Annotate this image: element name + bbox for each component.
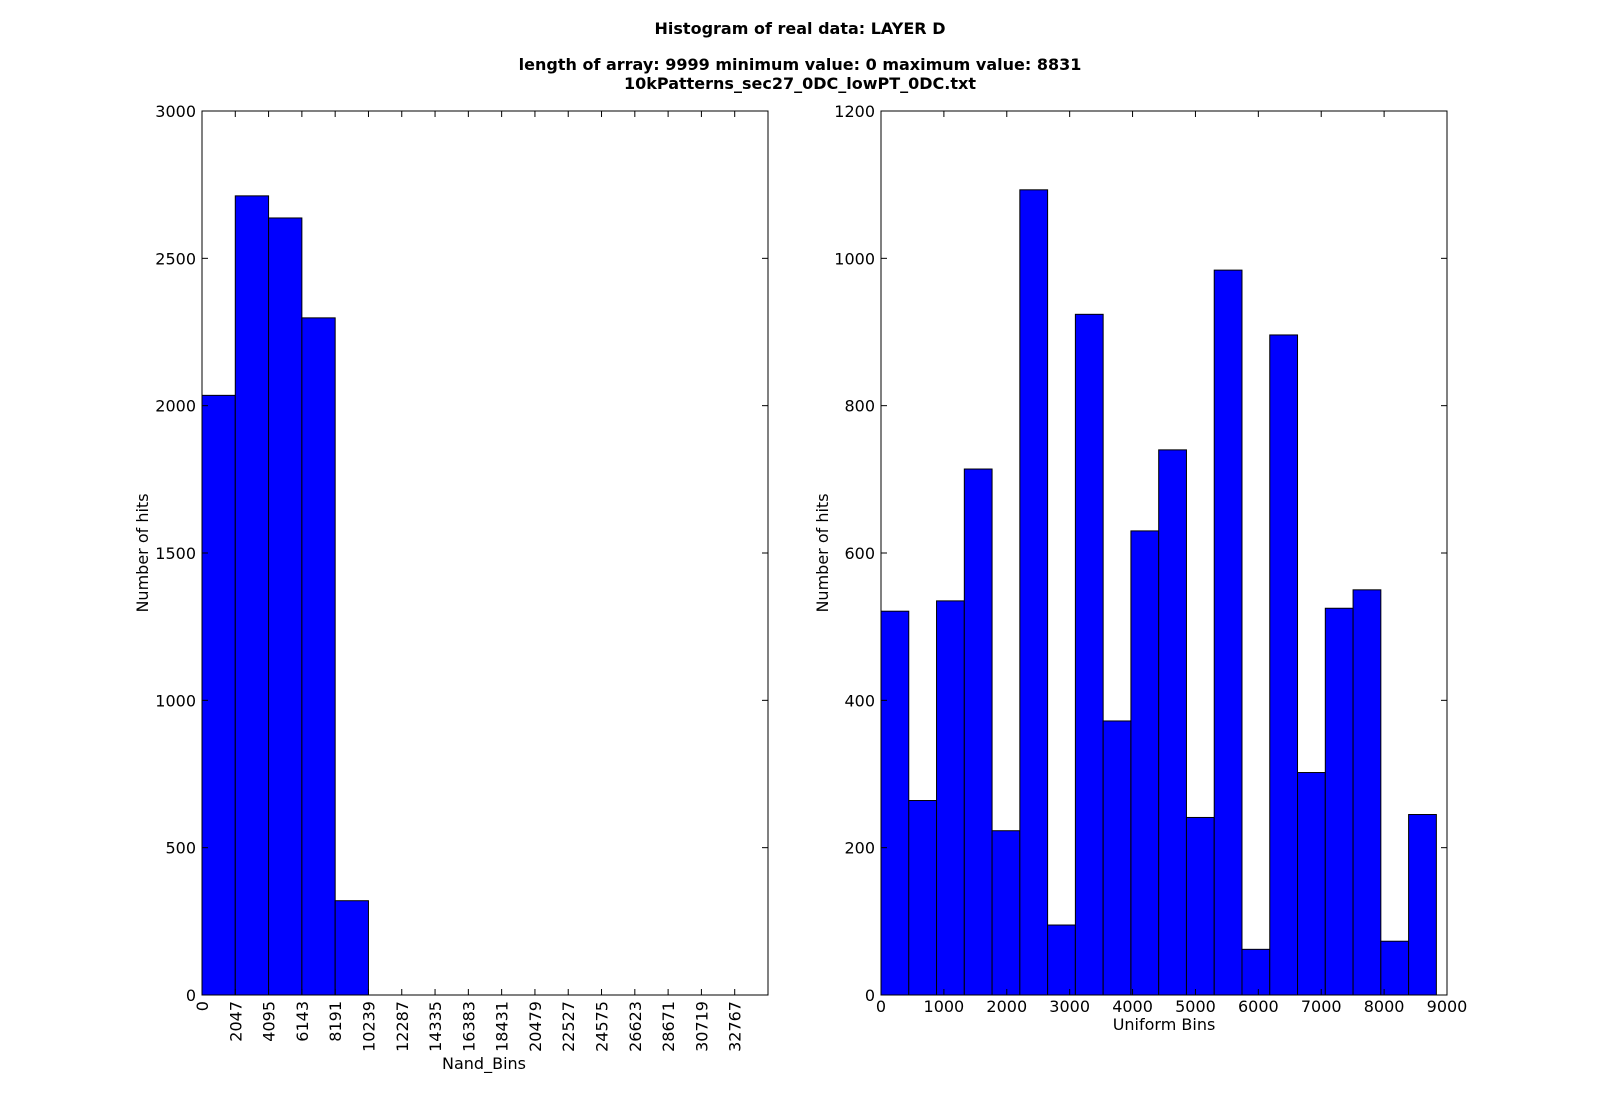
right-bar-19 bbox=[1408, 814, 1437, 996]
left-ticks: 0 500 1000 1500 2000 2500 3000 0 2047 4095 6143 819… bbox=[155, 102, 768, 1052]
right-y-axis-label: Number of hits bbox=[813, 493, 832, 612]
left-xtick-label: 4095 bbox=[260, 1001, 279, 1042]
left-xtick-label: 0 bbox=[193, 1001, 212, 1011]
right-xtick-label: 3000 bbox=[1049, 997, 1090, 1016]
right-xtick-label: 1000 bbox=[924, 997, 965, 1016]
right-bar-17 bbox=[1352, 589, 1382, 996]
right-bar-2 bbox=[936, 600, 965, 996]
right-xtick-label: 0 bbox=[876, 997, 886, 1016]
left-x-axis-label: Nand_Bins bbox=[442, 1054, 526, 1074]
figure-subtitle: length of array: 9999 minimum value: 0 m… bbox=[519, 55, 1082, 74]
left-xtick-label: 20479 bbox=[526, 1001, 545, 1052]
right-ticks: 0 200 400 600 800 1000 1200 0 1000 2000 3000 4000 50… bbox=[834, 102, 1467, 1016]
right-bars bbox=[880, 189, 1437, 996]
right-bar-11 bbox=[1185, 816, 1215, 996]
left-xtick-label: 2047 bbox=[226, 1001, 245, 1042]
right-xtick-label: 6000 bbox=[1238, 997, 1279, 1016]
right-ytick-label: 200 bbox=[844, 839, 875, 858]
left-xtick-label: 32767 bbox=[726, 1001, 745, 1052]
left-bar-2 bbox=[268, 217, 303, 996]
figure-filename: 10kPatterns_sec27_0DC_lowPT_0DC.txt bbox=[624, 74, 976, 93]
right-bar-3 bbox=[963, 468, 993, 996]
right-xtick-label: 4000 bbox=[1112, 997, 1153, 1016]
right-bar-13 bbox=[1241, 948, 1271, 996]
right-ytick-label: 1000 bbox=[834, 249, 875, 268]
figure-title: Histogram of real data: LAYER D bbox=[655, 19, 946, 38]
left-bars bbox=[201, 195, 369, 996]
left-xtick-label: 12287 bbox=[393, 1001, 412, 1052]
right-bar-8 bbox=[1102, 720, 1132, 996]
right-axes-frame bbox=[880, 110, 1448, 996]
right-bar-14 bbox=[1269, 334, 1299, 996]
left-xtick-label: 10239 bbox=[359, 1001, 378, 1052]
right-bar-4 bbox=[991, 830, 1021, 996]
right-ytick-label: 0 bbox=[865, 986, 875, 1005]
right-bar-5 bbox=[1019, 189, 1049, 996]
right-bar-6 bbox=[1047, 924, 1076, 996]
left-bar-3 bbox=[301, 317, 336, 996]
left-xtick-label: 14335 bbox=[426, 1001, 445, 1052]
left-ytick-label: 500 bbox=[165, 839, 196, 858]
nand-bins-histogram: Number of hits Nand_Bins 0 500 1000 1500 200… bbox=[133, 102, 769, 1074]
left-xtick-label: 8191 bbox=[326, 1001, 345, 1042]
right-ytick-label: 400 bbox=[844, 691, 875, 710]
right-bar-1 bbox=[908, 800, 938, 996]
right-xtick-label: 5000 bbox=[1175, 997, 1216, 1016]
left-ytick-label: 2000 bbox=[155, 397, 196, 416]
right-xtick-label: 8000 bbox=[1364, 997, 1405, 1016]
left-ytick-label: 0 bbox=[186, 986, 196, 1005]
right-xtick-label: 9000 bbox=[1427, 997, 1468, 1016]
left-bar-1 bbox=[234, 195, 270, 996]
right-ytick-label: 1200 bbox=[834, 102, 875, 121]
left-xtick-label: 18431 bbox=[493, 1001, 512, 1052]
right-ytick-label: 600 bbox=[844, 544, 875, 563]
right-bar-0 bbox=[880, 610, 910, 996]
right-xtick-label: 7000 bbox=[1301, 997, 1342, 1016]
left-ytick-label: 1000 bbox=[155, 691, 196, 710]
right-ytick-label: 800 bbox=[844, 397, 875, 416]
right-bar-18 bbox=[1380, 940, 1410, 996]
left-xtick-label: 28671 bbox=[659, 1001, 678, 1052]
left-ytick-label: 3000 bbox=[155, 102, 196, 121]
left-ytick-label: 2500 bbox=[155, 249, 196, 268]
left-xtick-label: 30719 bbox=[692, 1001, 711, 1052]
left-y-axis-label: Number of hits bbox=[133, 493, 152, 612]
right-bar-15 bbox=[1297, 772, 1326, 996]
right-bar-16 bbox=[1324, 607, 1354, 996]
left-xtick-label: 16383 bbox=[459, 1001, 478, 1052]
left-xtick-label: 24575 bbox=[593, 1001, 612, 1052]
left-xtick-label: 6143 bbox=[293, 1001, 312, 1042]
left-ytick-label: 1500 bbox=[155, 544, 196, 563]
right-bar-9 bbox=[1130, 530, 1160, 996]
right-xtick-label: 2000 bbox=[986, 997, 1027, 1016]
right-bar-10 bbox=[1158, 449, 1187, 996]
right-bar-7 bbox=[1074, 313, 1104, 996]
left-bar-0 bbox=[201, 394, 236, 996]
right-x-axis-label: Uniform Bins bbox=[1113, 1015, 1216, 1034]
uniform-bins-histogram: Number of hits Uniform Bins 0 200 400 600 80… bbox=[813, 102, 1467, 1034]
right-bar-12 bbox=[1213, 269, 1243, 996]
left-axes-frame bbox=[201, 110, 769, 996]
left-xtick-label: 26623 bbox=[626, 1001, 645, 1052]
left-xtick-label: 22527 bbox=[559, 1001, 578, 1052]
left-bar-4 bbox=[334, 900, 369, 996]
